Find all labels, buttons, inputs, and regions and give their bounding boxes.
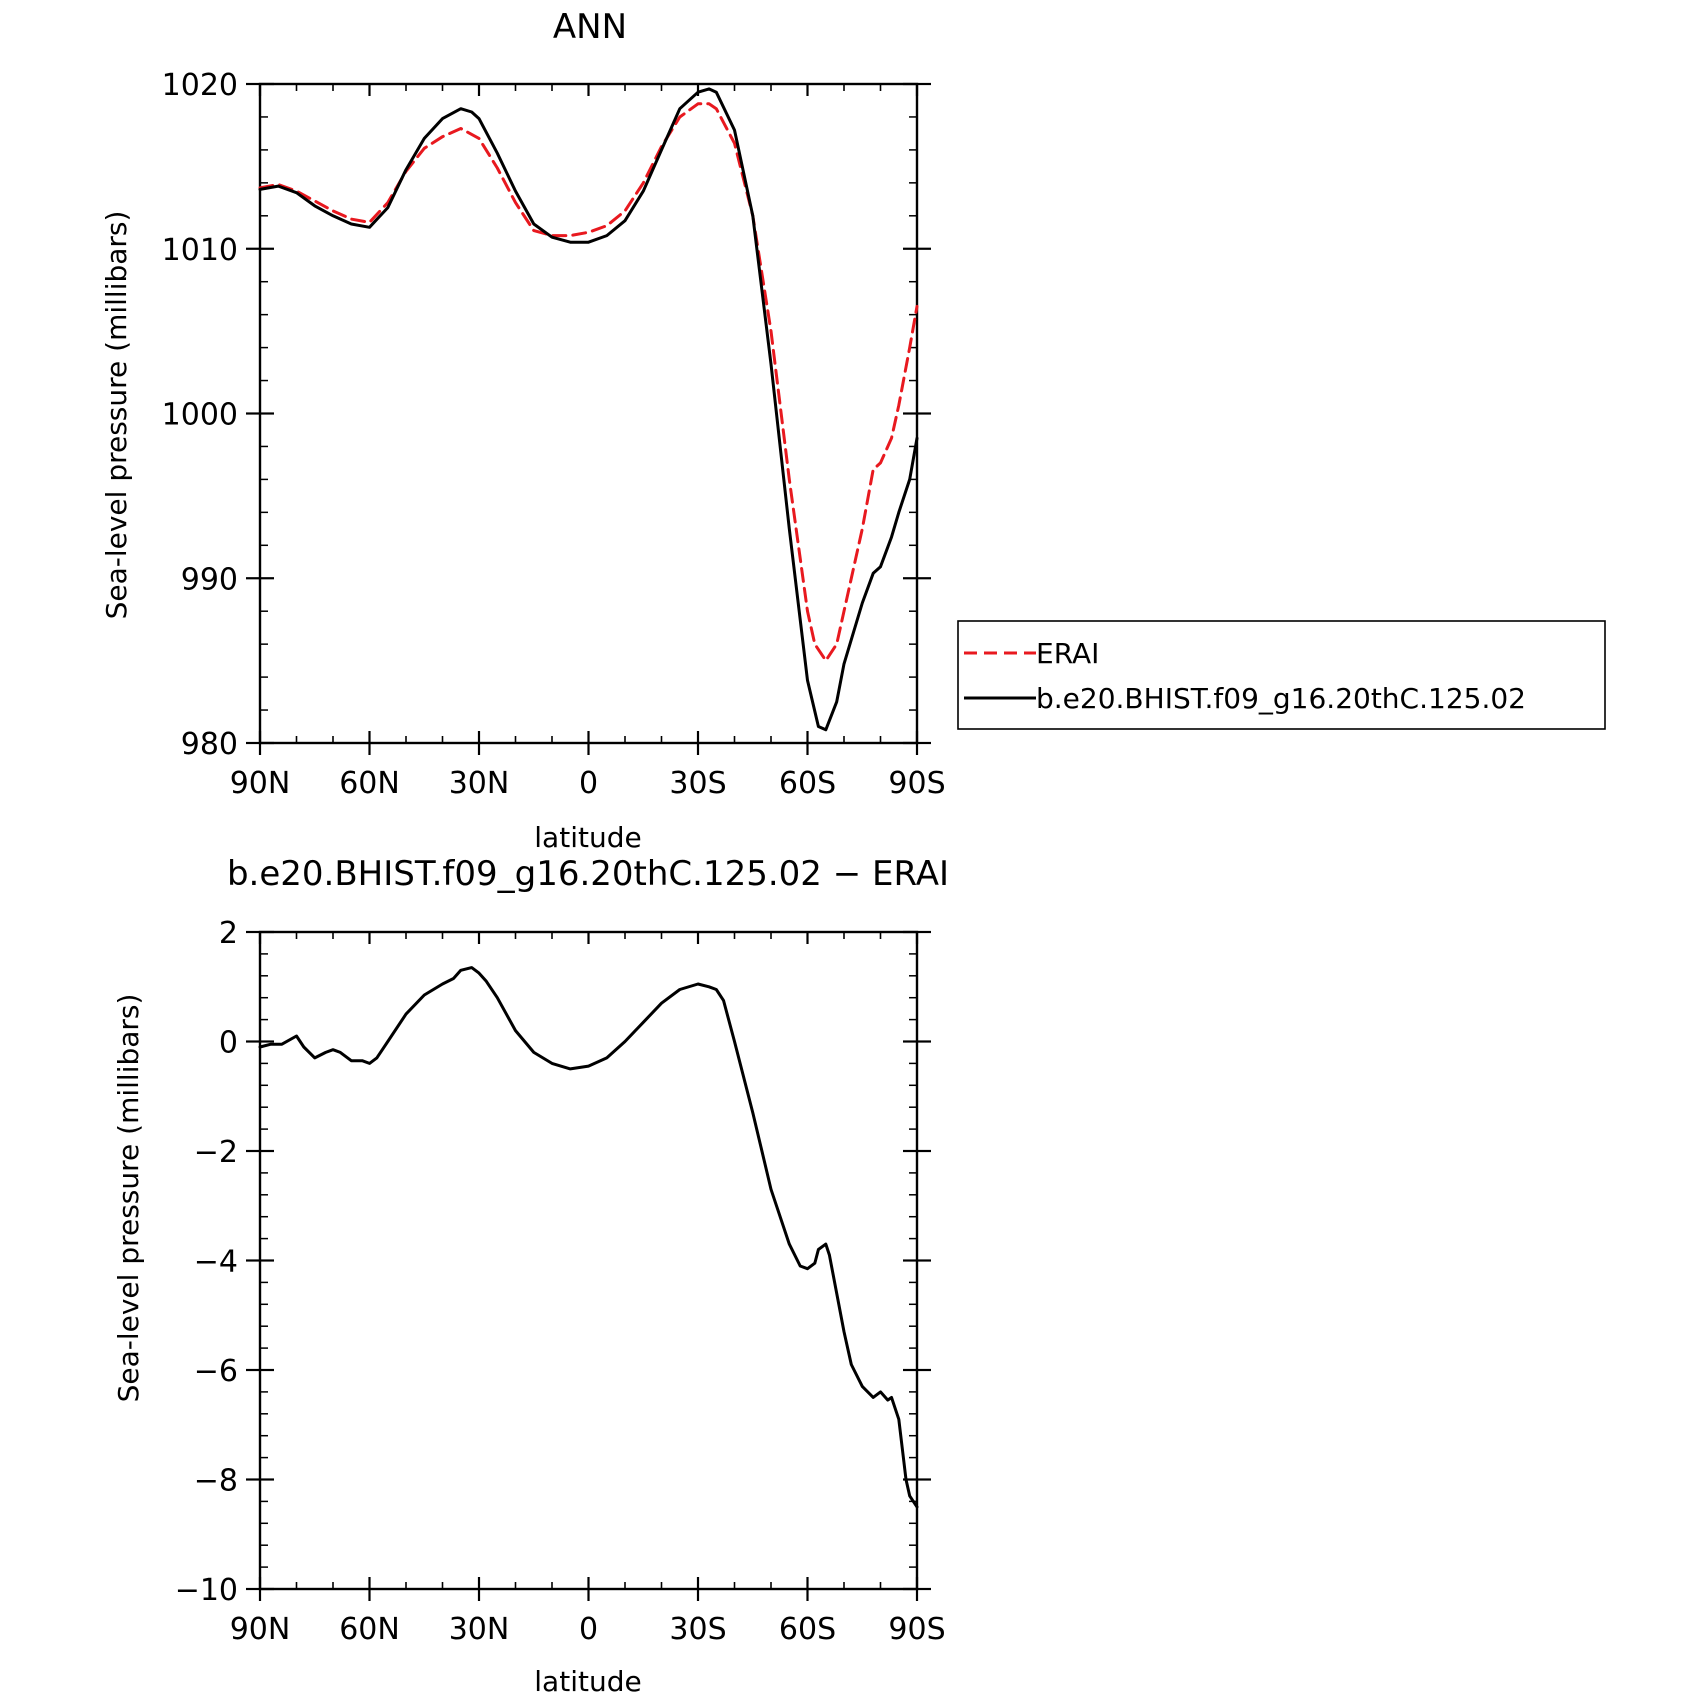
bottom-chart-x-axis-label: latitude [534, 1665, 641, 1697]
top-chart-y-tick-labels: 980 990 1000 1010 1020 [162, 68, 238, 762]
top-chart-x-tick-label: 30S [669, 766, 726, 801]
bottom-chart-y-axis-label: Sea-level pressure (millibars) [112, 994, 145, 1403]
bottom-chart-plot-area [246, 930, 931, 1601]
bottom-chart-x-tick-label: 30N [449, 1612, 510, 1647]
bottom-chart-series-line-difference [258, 966, 919, 1509]
bottom-chart-ticks [246, 930, 931, 1601]
top-chart-x-tick-label: 30N [449, 766, 510, 801]
bottom-chart-panel: b.e20.BHIST.f09_g16.20thC.125.02 − ERAI … [112, 854, 949, 1697]
bottom-chart-y-tick-label: 0 [219, 1026, 238, 1061]
top-chart-y-tick-label: 1010 [162, 233, 238, 268]
top-chart-x-tick-label: 60S [779, 766, 836, 801]
top-chart-y-tick-label: 990 [181, 562, 238, 597]
top-chart-plot-area [246, 82, 931, 755]
top-chart-frame [258, 82, 919, 745]
top-chart-x-tick-label: 90N [230, 766, 291, 801]
legend-label-model: b.e20.BHIST.f09_g16.20thC.125.02 [1036, 682, 1526, 715]
bottom-chart-x-tick-label: 30S [669, 1612, 726, 1647]
bottom-chart-y-tick-label: 2 [219, 916, 238, 951]
bottom-chart-y-tick-label: −8 [194, 1464, 238, 1499]
bottom-chart-x-tick-label: 90S [888, 1612, 945, 1647]
bottom-chart-x-tick-label: 0 [579, 1612, 598, 1647]
bottom-chart-title: b.e20.BHIST.f09_g16.20thC.125.02 − ERAI [227, 854, 949, 894]
bottom-chart-x-tick-labels: 90N 60N 30N 0 30S 60S 90S [230, 1612, 946, 1647]
top-chart-x-tick-label: 0 [579, 766, 598, 801]
top-chart-y-tick-label: 980 [181, 727, 238, 762]
top-chart-y-tick-label: 1000 [162, 398, 238, 433]
bottom-chart-x-tick-label: 60S [779, 1612, 836, 1647]
top-chart-panel: ANN Sea-level pressure (millibars) latit… [100, 7, 1606, 854]
top-chart-x-tick-label: 60N [339, 766, 400, 801]
top-chart-x-tick-labels: 90N 60N 30N 0 30S 60S 90S [230, 766, 946, 801]
bottom-chart-y-tick-label: −2 [194, 1135, 238, 1170]
top-chart-y-axis-label: Sea-level pressure (millibars) [100, 211, 133, 620]
bottom-chart-frame [258, 930, 919, 1591]
bottom-chart-x-tick-label: 60N [339, 1612, 400, 1647]
top-chart-title: ANN [553, 7, 627, 47]
bottom-chart-y-tick-label: −10 [175, 1573, 238, 1608]
bottom-chart-series-layer [258, 966, 919, 1509]
top-chart-x-tick-label: 90S [888, 766, 945, 801]
top-chart-series-line-erai [258, 102, 919, 663]
bottom-chart-y-tick-label: −4 [194, 1245, 238, 1280]
chart-legend: ERAI b.e20.BHIST.f09_g16.20thC.125.02 [957, 620, 1606, 730]
top-chart-y-tick-label: 1020 [162, 68, 238, 103]
legend-label-erai: ERAI [1036, 637, 1099, 670]
top-chart-series-line-model [258, 87, 919, 732]
bottom-chart-y-tick-label: −6 [194, 1354, 238, 1389]
legend-box [957, 620, 1606, 730]
top-chart-series-layer [258, 87, 919, 732]
bottom-chart-y-tick-labels: −10 −8 −6 −4 −2 0 2 [175, 916, 238, 1608]
bottom-chart-x-tick-label: 90N [230, 1612, 291, 1647]
top-chart-x-axis-label: latitude [534, 821, 641, 854]
